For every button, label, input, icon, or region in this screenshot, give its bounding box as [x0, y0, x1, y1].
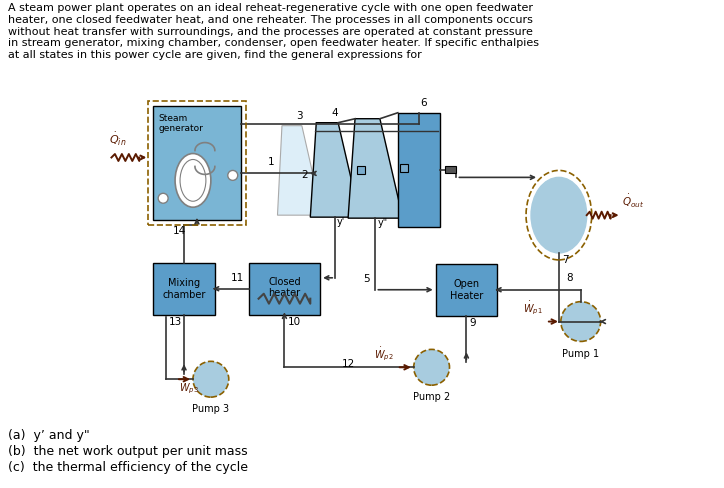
- Polygon shape: [311, 122, 360, 217]
- Circle shape: [228, 170, 237, 181]
- Circle shape: [561, 302, 601, 342]
- Text: 11: 11: [231, 273, 244, 283]
- Text: 5: 5: [363, 274, 370, 284]
- Text: y": y": [377, 218, 387, 228]
- Text: 9: 9: [469, 318, 476, 327]
- Text: (a)  y’ and y": (a) y’ and y": [8, 429, 90, 442]
- Text: Pump 3: Pump 3: [193, 404, 230, 414]
- Text: 12: 12: [342, 359, 355, 369]
- Text: 14: 14: [173, 226, 186, 236]
- Text: Pump 1: Pump 1: [562, 349, 599, 359]
- Text: 3: 3: [297, 111, 303, 121]
- Bar: [357, 166, 365, 174]
- Text: Closed
heater: Closed heater: [268, 277, 300, 299]
- Circle shape: [193, 361, 229, 397]
- Text: 2: 2: [302, 170, 308, 181]
- Text: 7: 7: [562, 255, 568, 265]
- Ellipse shape: [175, 154, 211, 207]
- Text: $\dot{Q}_{in}$: $\dot{Q}_{in}$: [109, 131, 127, 148]
- Text: $\dot{W}_{p3}$: $\dot{W}_{p3}$: [179, 378, 199, 396]
- Text: Steam
generator: Steam generator: [158, 114, 203, 133]
- Ellipse shape: [531, 177, 586, 253]
- Bar: [400, 164, 408, 172]
- Bar: [436, 264, 497, 316]
- Polygon shape: [397, 113, 439, 227]
- Text: Pump 2: Pump 2: [413, 392, 450, 402]
- Text: 1: 1: [268, 158, 274, 167]
- Text: 4: 4: [332, 108, 338, 118]
- Text: $\dot{W}_{p2}$: $\dot{W}_{p2}$: [374, 346, 394, 363]
- Bar: [148, 101, 245, 225]
- Text: $\dot{W}_{p1}$: $\dot{W}_{p1}$: [523, 300, 543, 317]
- Text: 6: 6: [421, 98, 427, 108]
- Text: Mixing
chamber: Mixing chamber: [162, 278, 206, 300]
- Text: 13: 13: [169, 317, 182, 326]
- Bar: [153, 106, 240, 220]
- Polygon shape: [348, 119, 403, 218]
- Text: (c)  the thermal efficiency of the cycle: (c) the thermal efficiency of the cycle: [8, 461, 248, 474]
- Circle shape: [413, 349, 450, 385]
- Text: A steam power plant operates on an ideal reheat-regenerative cycle with one open: A steam power plant operates on an ideal…: [8, 3, 539, 60]
- Polygon shape: [277, 126, 322, 215]
- Text: $\dot{Q}_{out}$: $\dot{Q}_{out}$: [621, 193, 644, 210]
- Circle shape: [158, 193, 168, 203]
- Text: y': y': [337, 217, 345, 227]
- Text: (b)  the net work output per unit mass: (b) the net work output per unit mass: [8, 445, 248, 458]
- Ellipse shape: [180, 160, 206, 201]
- Text: 8: 8: [566, 273, 573, 283]
- Text: Open
Heater: Open Heater: [450, 279, 483, 301]
- Bar: [153, 263, 215, 315]
- Bar: [248, 263, 320, 315]
- Bar: [445, 166, 456, 173]
- Text: 10: 10: [287, 317, 300, 326]
